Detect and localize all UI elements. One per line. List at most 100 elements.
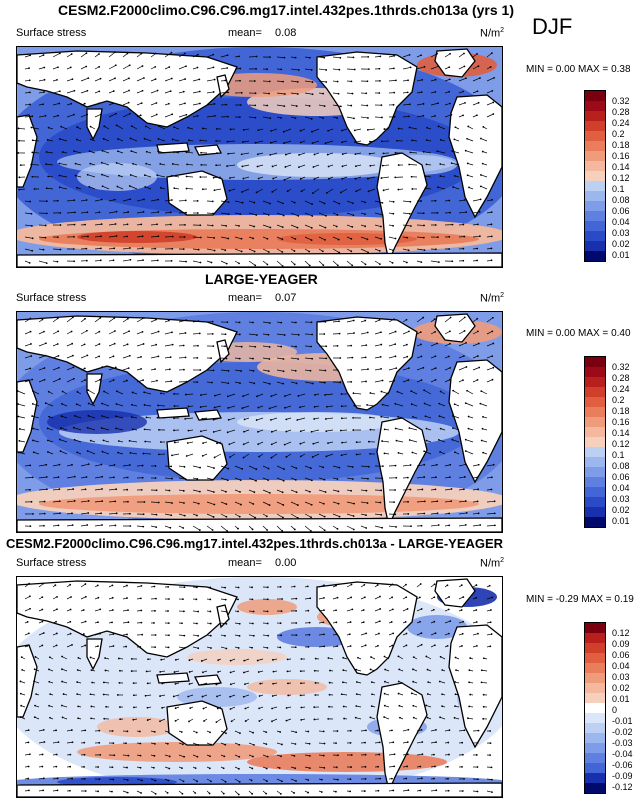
stress-vector <box>122 113 131 118</box>
stress-vector-head <box>184 78 186 80</box>
stress-vector-head <box>101 149 104 152</box>
stress-vector-head <box>58 438 61 441</box>
stress-vector <box>61 656 68 660</box>
stress-vector <box>262 248 270 253</box>
stress-vector-head <box>71 741 74 744</box>
stress-vector-head <box>423 224 425 227</box>
stress-vector-head <box>97 645 99 648</box>
stress-vector <box>341 453 348 456</box>
stress-vector <box>59 175 68 178</box>
stress-vector-head <box>209 622 212 625</box>
stress-vector <box>214 405 222 408</box>
stress-vector-head <box>282 80 284 83</box>
stress-vector <box>201 658 208 662</box>
stress-vector-head <box>451 438 454 441</box>
stress-vector-head <box>101 366 104 368</box>
stress-vector-head <box>26 621 29 623</box>
stress-vector-head <box>139 766 142 769</box>
stress-vector-head <box>214 394 216 397</box>
stress-vector-head <box>490 211 493 214</box>
stress-vector-head <box>85 329 88 332</box>
stress-vector <box>52 500 60 503</box>
stress-vector <box>60 427 68 431</box>
stress-vector-head <box>239 67 242 70</box>
stress-vector-head <box>366 404 369 406</box>
stress-vector-head <box>210 357 212 360</box>
stress-vector <box>313 441 320 445</box>
panel3-tick-8: -0.01 <box>612 716 633 726</box>
stress-vector-head <box>258 720 261 722</box>
stress-vector-head <box>407 379 410 382</box>
stress-vector <box>276 513 284 518</box>
stress-vector <box>94 248 101 250</box>
stress-vector-head <box>230 720 233 723</box>
stress-vector-head <box>70 102 73 105</box>
stress-vector-head <box>58 500 61 503</box>
stress-vector-head <box>280 321 283 324</box>
stress-vector-head <box>105 705 108 708</box>
stress-vector-head <box>323 633 325 636</box>
stress-vector-head <box>300 658 303 660</box>
stress-vector <box>122 367 129 371</box>
stress-vector-head <box>404 621 407 623</box>
stress-vector-head <box>320 791 323 793</box>
stress-vector-head <box>489 621 492 624</box>
stress-vector <box>312 453 320 458</box>
stress-vector-head <box>272 670 275 673</box>
contour-region <box>77 742 277 762</box>
stress-vector <box>243 441 250 445</box>
stress-vector-head <box>425 439 428 442</box>
stress-vector-head <box>44 354 47 357</box>
stress-vector-head <box>434 379 437 381</box>
stress-vector-head <box>77 705 80 708</box>
stress-vector-head <box>408 427 411 429</box>
stress-vector-head <box>335 584 337 587</box>
stress-vector-head <box>336 645 339 648</box>
stress-vector-head <box>313 153 316 156</box>
stress-vector-head <box>340 417 343 420</box>
stress-vector-head <box>353 129 356 132</box>
stress-vector-head <box>382 152 385 155</box>
panel3-tick-12: -0.06 <box>612 760 633 770</box>
stress-vector <box>80 355 88 359</box>
stress-vector-head <box>454 705 456 708</box>
stress-vector-head <box>154 465 157 467</box>
stress-vector-head <box>350 380 353 383</box>
stress-vector-head <box>367 190 370 193</box>
stress-vector-head <box>183 586 186 589</box>
stress-vector-head <box>324 142 327 145</box>
continent-outline <box>216 604 230 629</box>
stress-vector-head <box>364 356 367 359</box>
stress-vector <box>122 318 129 323</box>
stress-vector <box>131 150 138 154</box>
stress-vector-head <box>284 166 287 168</box>
stress-vector-head <box>225 262 228 265</box>
stress-vector-head <box>380 225 382 228</box>
stress-vector-head <box>448 512 451 515</box>
stress-vector-head <box>240 91 243 94</box>
stress-vector-head <box>29 200 31 203</box>
stress-vector-head <box>58 378 61 380</box>
stress-vector <box>270 152 278 156</box>
stress-vector-head <box>490 633 493 635</box>
stress-vector-head <box>239 79 241 82</box>
stress-vector-head <box>117 138 119 140</box>
stress-vector-head <box>377 765 379 768</box>
stress-vector <box>60 450 68 455</box>
stress-vector <box>80 211 88 214</box>
stress-vector-head <box>279 646 282 649</box>
stress-vector-head <box>227 201 230 203</box>
stress-vector-head <box>227 152 230 155</box>
stress-vector-head <box>308 250 311 253</box>
stress-vector <box>243 393 250 397</box>
stress-vector <box>325 393 334 396</box>
stress-vector-head <box>355 693 358 695</box>
stress-vector-head <box>244 683 246 686</box>
stress-vector-head <box>154 477 157 479</box>
stress-vector-head <box>126 343 129 346</box>
stress-vector <box>423 151 432 154</box>
continent-outline <box>17 50 238 128</box>
stress-vector-head <box>342 705 345 708</box>
stress-vector-head <box>482 126 485 128</box>
stress-vector <box>61 415 68 419</box>
